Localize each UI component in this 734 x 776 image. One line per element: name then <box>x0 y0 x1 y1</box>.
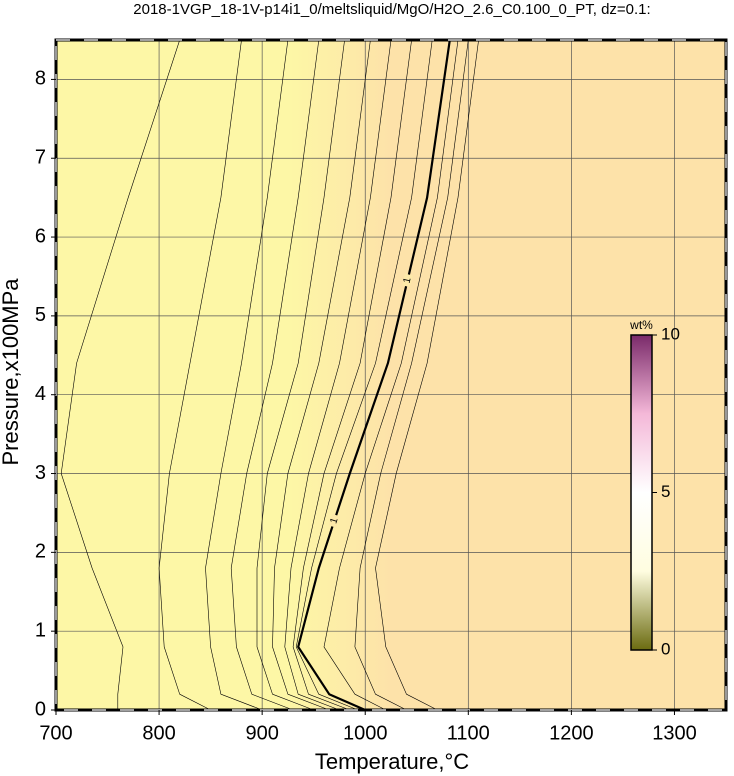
contour-line <box>230 39 320 711</box>
contour-line <box>292 39 412 711</box>
x-tick-label: 1200 <box>549 722 594 744</box>
y-tick-label: 3 <box>35 462 46 484</box>
plot-frame <box>54 38 728 712</box>
contour-line <box>256 39 345 711</box>
x-tick-label: 1100 <box>447 722 490 744</box>
chart-title: 2018-1VGP_18-1V-p14i1_0/meltsliquid/MgO/… <box>133 1 650 18</box>
y-axis-label: Pressure,x100MPa <box>0 278 23 466</box>
colorbar <box>630 334 653 651</box>
contour-line <box>60 39 180 710</box>
contour-line <box>375 39 479 711</box>
y-tick-label: 7 <box>35 147 46 169</box>
y-tick-label: 8 <box>35 68 46 90</box>
x-tick-label: 700 <box>39 722 72 744</box>
y-tick-label: 6 <box>35 225 46 247</box>
contour-label: 1 <box>328 516 340 525</box>
contour-line <box>205 39 289 711</box>
x-tick-label: 900 <box>245 722 278 744</box>
y-tick-label: 0 <box>35 698 46 720</box>
contour-line <box>323 39 459 711</box>
y-tick-label: 1 <box>35 619 46 641</box>
contour-line <box>354 39 469 711</box>
plot-background <box>56 40 726 710</box>
contour-line <box>158 39 242 711</box>
y-tick-label: 2 <box>35 541 46 563</box>
colorbar-tick-label: 10 <box>661 324 680 343</box>
x-axis-label: Temperature,°C <box>315 749 469 774</box>
colorbar-tick-label: 5 <box>661 482 670 501</box>
contour-line <box>272 39 371 711</box>
y-tick-label: 5 <box>35 304 46 326</box>
y-tick-label: 4 <box>35 383 46 405</box>
contour-label: 1 <box>402 276 414 284</box>
colorbar-label: wt% <box>629 318 653 332</box>
x-tick-label: 1000 <box>343 722 388 744</box>
x-tick-label: 1300 <box>652 722 697 744</box>
colorbar-tick-label: 0 <box>661 639 670 658</box>
x-tick-label: 800 <box>142 722 175 744</box>
contour-line <box>295 39 433 711</box>
contour-line <box>284 39 392 711</box>
